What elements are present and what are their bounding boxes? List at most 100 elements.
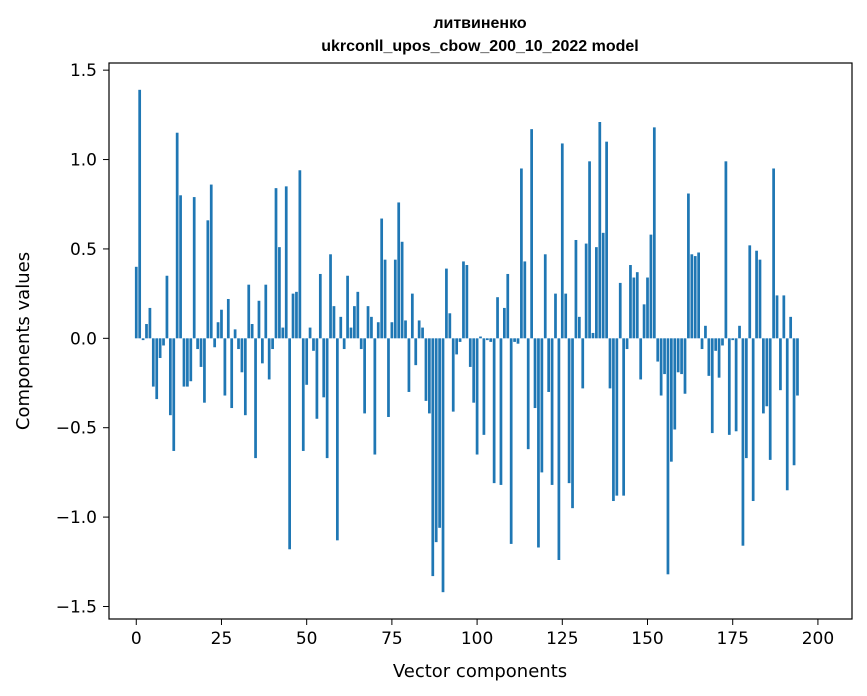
bar (710, 338, 714, 434)
x-axis-label: Vector components (393, 661, 567, 682)
x-tick-label: 200 (802, 629, 834, 649)
bar (550, 338, 554, 485)
bar (513, 338, 516, 342)
bar (410, 293, 414, 339)
bar (734, 338, 738, 432)
bar (768, 338, 772, 460)
bar (230, 338, 234, 409)
bar (605, 141, 608, 339)
bar (697, 252, 700, 339)
bar (148, 307, 152, 339)
bar (526, 338, 530, 450)
bar (254, 338, 257, 459)
bar (492, 338, 496, 484)
bar (216, 322, 220, 339)
bar (670, 338, 673, 462)
bar (700, 338, 704, 350)
bars-group (134, 89, 799, 593)
y-axis-ticks: −1.5 −1.0 −0.5 0.0 0.5 1.0 1.5 (56, 61, 109, 617)
bar (203, 338, 206, 403)
bar (271, 338, 274, 350)
bar (676, 338, 680, 373)
x-tick-label: 150 (631, 629, 663, 649)
bar (291, 293, 295, 339)
bar (775, 295, 779, 339)
bar (680, 338, 683, 375)
bar (748, 245, 752, 339)
bar (598, 122, 602, 339)
bar (779, 338, 782, 391)
bar (373, 338, 377, 455)
bar (295, 291, 298, 339)
bar (342, 338, 346, 350)
y-tick-label: 0.5 (70, 240, 97, 260)
x-tick-label: 25 (211, 629, 233, 649)
bar (390, 322, 394, 339)
bar (755, 250, 758, 339)
bar (308, 327, 312, 339)
bar (612, 338, 615, 502)
bar (564, 293, 568, 339)
bar (145, 324, 148, 339)
bar (438, 338, 441, 528)
bar (206, 220, 210, 339)
bar (278, 247, 281, 339)
bar (632, 277, 636, 339)
bar (584, 243, 588, 339)
bar (591, 332, 595, 339)
bar (523, 261, 527, 339)
bar (717, 338, 721, 378)
bar (489, 338, 493, 342)
bar (393, 259, 397, 339)
bar (223, 338, 227, 396)
bar (629, 265, 632, 339)
bar (322, 338, 326, 398)
bar (329, 254, 332, 339)
bar (785, 338, 789, 491)
bar (792, 338, 796, 466)
y-axis-label: Components values (13, 252, 34, 430)
bar (690, 254, 694, 339)
bar (738, 325, 741, 339)
bar (482, 338, 486, 435)
bar (237, 338, 240, 350)
bar (588, 161, 591, 339)
bar (796, 338, 799, 396)
bar (659, 338, 663, 396)
bar (485, 338, 489, 341)
bar (407, 338, 411, 392)
bar (213, 338, 217, 348)
bar (257, 300, 261, 339)
bar (567, 338, 571, 484)
bar (346, 275, 349, 339)
y-tick-label: −1.0 (56, 508, 97, 528)
bar (240, 338, 244, 373)
chart-subtitle: ukrconll_upos_cbow_200_10_2022 model (321, 38, 638, 55)
bar (400, 241, 404, 339)
bar (431, 338, 435, 577)
bar (414, 338, 418, 366)
bar (533, 338, 537, 409)
bar (704, 325, 707, 339)
x-tick-label: 125 (546, 629, 578, 649)
x-tick-label: 50 (296, 629, 318, 649)
bar (417, 320, 421, 339)
bar (451, 338, 455, 412)
bar (370, 316, 373, 339)
bar (165, 275, 169, 339)
bar (325, 338, 329, 459)
bar (741, 338, 745, 546)
bar (772, 168, 775, 339)
bar (141, 338, 145, 341)
bar (516, 338, 520, 344)
bar (479, 336, 482, 339)
bar (281, 327, 285, 339)
bar (782, 295, 786, 339)
bar (502, 307, 506, 339)
bar (642, 304, 646, 339)
bar (349, 327, 353, 339)
bar (332, 306, 336, 339)
bar (243, 338, 247, 416)
bar (727, 338, 731, 435)
